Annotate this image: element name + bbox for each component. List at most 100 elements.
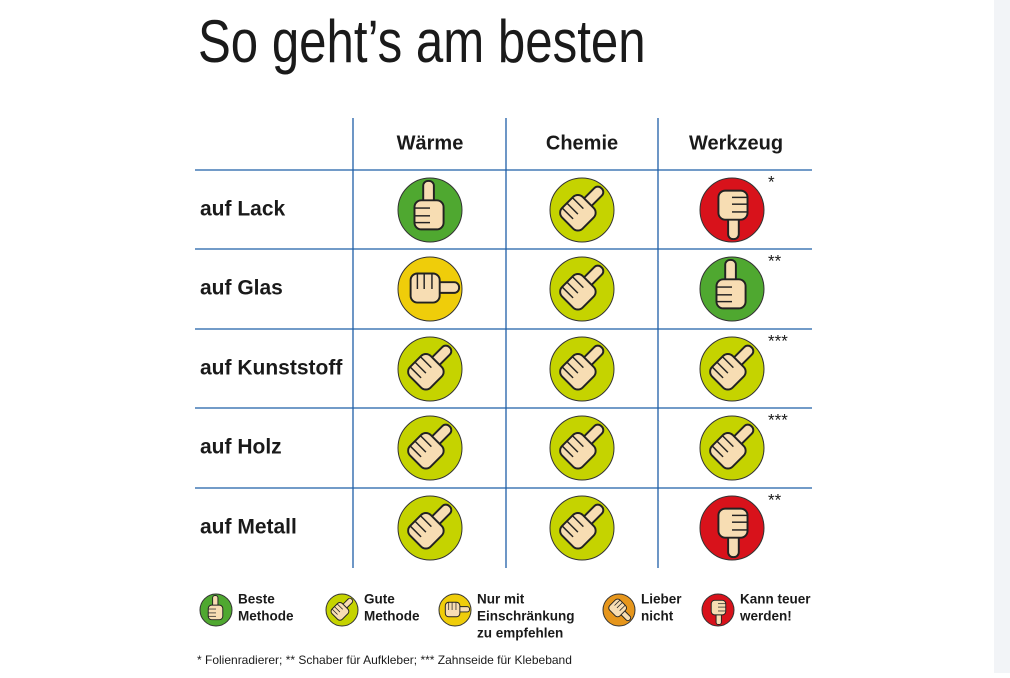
fist (709, 353, 747, 391)
thumb (715, 258, 747, 310)
finger-line (414, 440, 427, 453)
thumb-icon (699, 415, 765, 481)
row-label: auf Glas (200, 277, 283, 300)
row-label: auf Kunststoff (200, 357, 343, 380)
thumb-icon (549, 415, 615, 481)
thumb-icon (549, 495, 615, 561)
finger-line (711, 445, 724, 458)
finger-line (566, 281, 579, 294)
footnote: * Folienradierer; ** Schaber für Aufkleb… (197, 653, 572, 667)
thumb (407, 344, 453, 391)
finger-line (561, 525, 574, 538)
thumb-icon (699, 177, 765, 243)
finger-line (566, 202, 579, 215)
finger-line (409, 445, 422, 458)
legend-text: Kann teuer (740, 592, 811, 607)
thumb (407, 503, 453, 550)
row-label: auf Lack (200, 198, 286, 221)
finger-line (619, 604, 626, 611)
finger-line (571, 435, 584, 448)
finger-line (561, 207, 574, 220)
finger-line (566, 520, 579, 533)
thumb-icon (397, 256, 463, 322)
legend-text: Nur mit (477, 592, 525, 607)
footnote-marker: * (768, 172, 775, 191)
fist (413, 199, 445, 231)
finger-line (419, 435, 432, 448)
finger-line (571, 197, 584, 210)
thumb (608, 598, 632, 622)
finger-line (331, 608, 338, 615)
thumb (330, 597, 354, 621)
fist (207, 604, 224, 621)
footnote-marker: *** (768, 410, 788, 429)
fist (559, 512, 597, 550)
thumb-icon (397, 177, 463, 243)
footnote-marker: ** (768, 251, 782, 270)
finger-line (616, 602, 623, 609)
thumb-icon (549, 256, 615, 322)
thumb (407, 423, 453, 470)
fist (407, 432, 445, 470)
fist (559, 194, 597, 232)
thumb (717, 507, 749, 559)
thumb-icon (438, 593, 472, 627)
finger-line (419, 515, 432, 528)
fist (559, 353, 597, 391)
fist (710, 599, 727, 616)
fist (608, 598, 627, 618)
finger-line (614, 599, 621, 606)
thumb (709, 423, 755, 470)
thumb-icon (397, 495, 463, 561)
finger-line (414, 520, 427, 533)
thumb (559, 264, 605, 311)
finger-line (711, 366, 724, 379)
finger-line (716, 361, 729, 374)
finger-line (414, 361, 427, 374)
fist (407, 353, 445, 391)
thumb (717, 189, 749, 241)
legend-text: Methode (238, 609, 294, 624)
thumb (559, 344, 605, 391)
thumb-icon (699, 495, 765, 561)
fist (559, 273, 597, 311)
finger-line (571, 515, 584, 528)
column-header: Werkzeug (689, 132, 783, 154)
fist (444, 601, 461, 618)
thumb-icon (699, 336, 765, 402)
finger-line (566, 440, 579, 453)
footnote-marker: *** (768, 331, 788, 350)
thumb-icon (602, 593, 636, 627)
finger-line (419, 356, 432, 369)
thumb (444, 601, 471, 618)
finger-line (336, 603, 343, 610)
finger-line (561, 366, 574, 379)
finger-line (566, 361, 579, 374)
row-label: auf Metall (200, 516, 297, 539)
thumb-icon (397, 336, 463, 402)
legend-text: zu empfehlen (477, 626, 563, 641)
fist (330, 602, 350, 621)
finger-line (409, 366, 422, 379)
finger-line (716, 440, 729, 453)
row-label: auf Holz (200, 436, 282, 459)
thumb-icon (701, 593, 735, 627)
thumb-icon (199, 593, 233, 627)
legend-text: Lieber (641, 592, 682, 607)
legend-text: Gute (364, 592, 395, 607)
thumb-icon (699, 256, 765, 322)
fist (715, 278, 747, 310)
thumb (559, 423, 605, 470)
legend-text: Einschränkung (477, 609, 575, 624)
fist (407, 512, 445, 550)
footnote-marker: ** (768, 490, 782, 509)
thumb (207, 594, 224, 621)
thumb (709, 344, 755, 391)
thumb-icon (549, 336, 615, 402)
thumb (409, 272, 461, 304)
finger-line (334, 606, 341, 613)
fist (717, 189, 749, 221)
finger-line (561, 445, 574, 458)
finger-line (721, 356, 734, 369)
